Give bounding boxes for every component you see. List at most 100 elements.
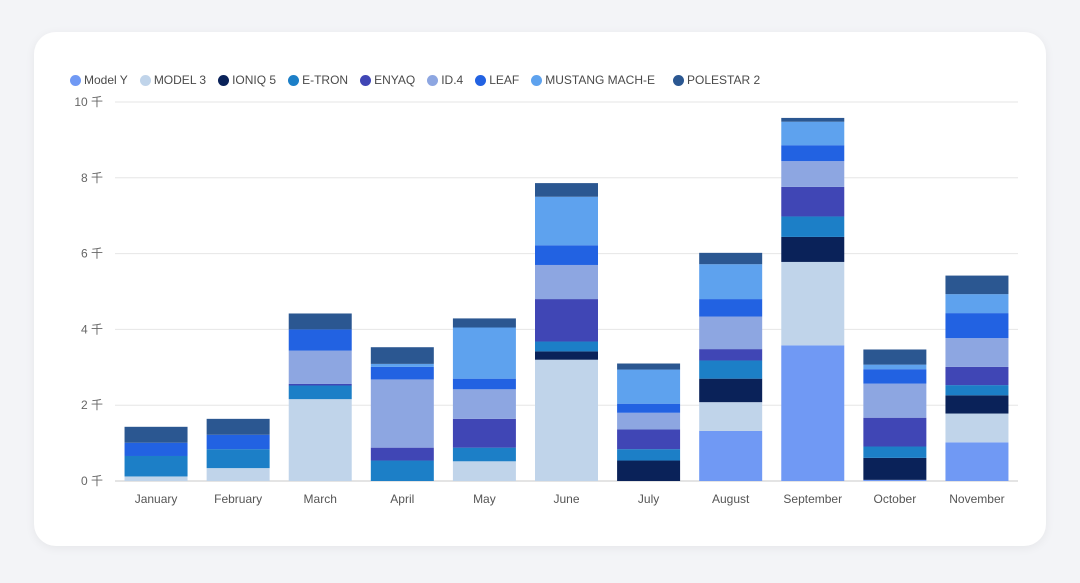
bar-segment-leaf-may[interactable] [452, 378, 516, 390]
x-category-label: August [712, 492, 750, 506]
legend-swatch [427, 74, 439, 86]
bar-segment-enyaq-october[interactable] [863, 417, 927, 447]
bar-segment-e-tron-february[interactable] [206, 449, 270, 469]
bar-segment-ioniq-5-november[interactable] [945, 395, 1009, 414]
bar-segment-ioniq-5-october[interactable] [863, 457, 927, 480]
bar-segment-polestar-2-june[interactable] [535, 183, 598, 197]
bar-segment-leaf-june[interactable] [535, 245, 598, 265]
bar-segment-e-tron-november[interactable] [945, 385, 1009, 396]
bar-segment-id-4-june[interactable] [535, 264, 598, 300]
bar-segment-e-tron-september[interactable] [781, 216, 845, 237]
bar-segment-id-4-july[interactable] [617, 412, 681, 430]
bar-segment-polestar-2-march[interactable] [288, 313, 352, 330]
bar-segment-polestar-2-january[interactable] [124, 426, 188, 443]
bar-segment-leaf-august[interactable] [699, 299, 763, 317]
bar-segment-polestar-2-july[interactable] [617, 363, 681, 370]
bar-segment-id-4-november[interactable] [945, 338, 1009, 367]
bar-segment-enyaq-june[interactable] [535, 299, 598, 342]
bar-segment-e-tron-june[interactable] [535, 341, 598, 352]
bar-segment-polestar-2-april[interactable] [370, 347, 434, 364]
legend-swatch [288, 74, 300, 86]
bar-segment-leaf-april[interactable] [370, 366, 434, 380]
legend-item-model-y[interactable]: Model Y [70, 73, 128, 87]
bar-segment-model-3-march[interactable] [288, 399, 352, 481]
bar-segment-id-4-october[interactable] [863, 383, 927, 418]
bar-segment-ioniq-5-september[interactable] [781, 236, 845, 262]
bar-segment-enyaq-may[interactable] [452, 418, 516, 448]
bar-segment-mustang-mach-e-june[interactable] [535, 196, 598, 246]
bar-segment-model-3-february[interactable] [206, 468, 270, 481]
bar-segment-leaf-november[interactable] [945, 313, 1009, 339]
bar-segment-leaf-january[interactable] [124, 442, 188, 456]
bar-segment-mustang-mach-e-july[interactable] [617, 369, 681, 404]
bar-segment-model-3-september[interactable] [781, 261, 845, 346]
bar-segment-mustang-mach-e-may[interactable] [452, 327, 516, 379]
bar-segment-leaf-march[interactable] [288, 329, 352, 351]
y-tick-label: 0 千 [81, 474, 103, 488]
bar-segment-model-y-august[interactable] [699, 430, 763, 481]
bar-segment-polestar-2-may[interactable] [452, 318, 516, 328]
bar-segment-id-4-august[interactable] [699, 316, 763, 350]
legend-swatch [70, 74, 81, 86]
bar-segment-e-tron-march[interactable] [288, 385, 352, 400]
bar-segment-polestar-2-august[interactable] [699, 252, 763, 265]
legend-item-polestar-2[interactable]: POLESTAR 2 [673, 73, 760, 87]
legend-item-id-4[interactable]: ID.4 [427, 73, 463, 87]
bar-segment-e-tron-may[interactable] [452, 447, 516, 462]
bar-segment-model-3-november[interactable] [945, 413, 1009, 443]
bar-segment-mustang-mach-e-september[interactable] [781, 121, 845, 146]
bar-segment-id-4-april[interactable] [370, 379, 434, 448]
bar-segment-model-y-september[interactable] [781, 345, 845, 481]
bar-segment-leaf-february[interactable] [206, 434, 270, 450]
legend-label: ID.4 [441, 73, 464, 87]
bar-segment-mustang-mach-e-october[interactable] [863, 364, 927, 370]
bar-segment-leaf-october[interactable] [863, 369, 927, 384]
bar-segment-e-tron-april[interactable] [370, 460, 434, 481]
bar-segment-e-tron-january[interactable] [124, 455, 188, 477]
bar-segment-polestar-2-november[interactable] [945, 275, 1009, 295]
bar-segment-leaf-july[interactable] [617, 403, 681, 413]
bar-segment-model-3-january[interactable] [124, 476, 188, 481]
bar-segment-model-3-may[interactable] [452, 461, 516, 481]
bar-segment-model-3-june[interactable] [535, 359, 598, 481]
bar-segment-polestar-2-september[interactable] [781, 117, 845, 122]
legend-item-mustang-mach-e[interactable]: MUSTANG MACH-E [531, 73, 655, 87]
x-category-label: November [949, 492, 1004, 506]
bar-segment-ioniq-5-june[interactable] [535, 351, 598, 360]
x-category-label: October [874, 492, 917, 506]
bar-segment-enyaq-april[interactable] [370, 447, 434, 461]
chart-legend: Model Y MODEL 3 IONIQ 5 E-TRON ENYAQ ID.4 LEAF… [70, 72, 772, 88]
bar-segment-mustang-mach-e-april[interactable] [370, 363, 434, 367]
legend-item-leaf[interactable]: LEAF [475, 73, 519, 87]
bar-segment-model-3-august[interactable] [699, 402, 763, 431]
legend-swatch [475, 74, 487, 86]
legend-item-model-3[interactable]: MODEL 3 [139, 73, 207, 87]
bar-segment-e-tron-july[interactable] [617, 449, 681, 461]
x-category-label: June [553, 492, 579, 506]
bar-segment-id-4-may[interactable] [452, 389, 516, 419]
bar-segment-model-y-october[interactable] [863, 479, 927, 481]
bar-segment-enyaq-march[interactable] [288, 383, 352, 386]
bar-segment-enyaq-july[interactable] [617, 429, 681, 450]
bar-segment-ioniq-5-july[interactable] [617, 460, 681, 481]
bar-segment-id-4-march[interactable] [288, 350, 352, 384]
y-tick-label: 2 千 [81, 398, 103, 412]
bar-segment-polestar-2-october[interactable] [863, 349, 927, 365]
legend-item-e-tron[interactable]: E-TRON [288, 73, 348, 87]
bar-segment-leaf-september[interactable] [781, 145, 845, 162]
legend-label: MODEL 3 [153, 73, 207, 87]
bar-segment-mustang-mach-e-august[interactable] [699, 264, 763, 300]
bar-segment-polestar-2-february[interactable] [206, 418, 270, 435]
bar-segment-enyaq-september[interactable] [781, 186, 845, 217]
bar-segment-model-y-november[interactable] [945, 442, 1009, 481]
bar-segment-ioniq-5-august[interactable] [699, 378, 763, 403]
bar-segment-enyaq-august[interactable] [699, 349, 763, 361]
bar-segment-e-tron-october[interactable] [863, 446, 927, 458]
legend-item-enyaq[interactable]: ENYAQ [360, 73, 415, 87]
bar-segment-e-tron-august[interactable] [699, 360, 763, 379]
legend-item-ioniq-5[interactable]: IONIQ 5 [218, 73, 276, 87]
bar-segment-enyaq-november[interactable] [945, 366, 1009, 386]
bar-segment-id-4-september[interactable] [781, 161, 845, 187]
bar-segment-mustang-mach-e-november[interactable] [945, 294, 1009, 314]
